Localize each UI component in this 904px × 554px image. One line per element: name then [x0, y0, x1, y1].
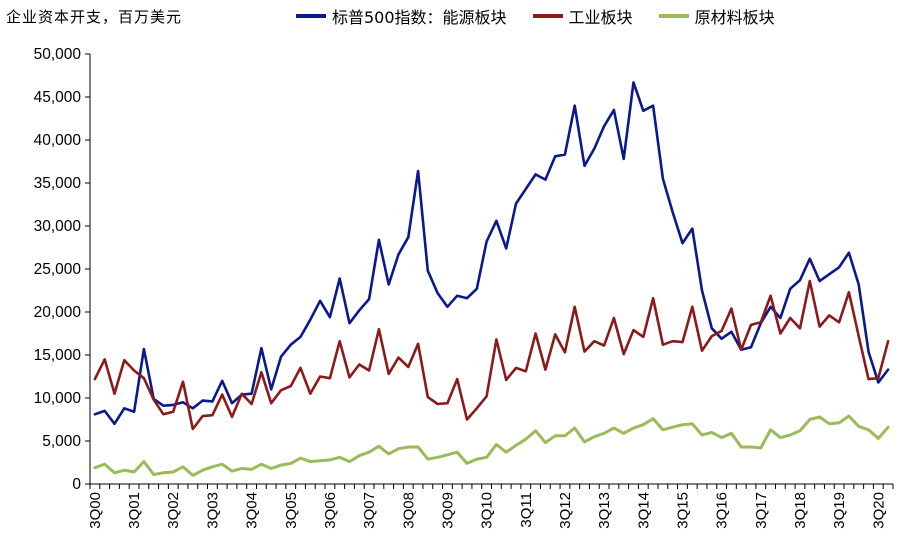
y-tick-label: 0 — [72, 476, 81, 493]
x-tick-label: 3Q17 — [753, 492, 770, 529]
x-tick-label: 3Q14 — [635, 492, 652, 529]
series-line-0 — [93, 81, 890, 426]
y-tick-label: 25,000 — [34, 261, 82, 278]
legend-label-materials: 原材料板块 — [694, 8, 775, 27]
x-tick-label: 3Q19 — [831, 492, 848, 529]
x-tick-label: 3Q15 — [674, 492, 691, 529]
legend-label-industrial: 工业板块 — [568, 8, 633, 27]
legend-swatch-materials — [658, 14, 689, 18]
x-tick-label: 3Q05 — [283, 492, 300, 529]
x-tick-label: 3Q09 — [439, 492, 456, 529]
legend-swatch-energy — [296, 14, 326, 18]
series-line-2 — [93, 414, 890, 477]
x-tick-label: 3Q02 — [165, 492, 182, 529]
legend-item-industrial: 工业板块 — [532, 4, 633, 28]
series-line-1 — [93, 279, 890, 431]
x-tick-label: 3Q20 — [870, 492, 887, 529]
x-tick-label: 3Q13 — [596, 492, 613, 529]
x-tick-label: 3Q04 — [244, 492, 261, 529]
x-tick-label: 3Q06 — [322, 492, 339, 529]
y-tick-label: 30,000 — [34, 218, 82, 235]
x-tick-label: 3Q01 — [126, 492, 143, 529]
y-tick-label: 45,000 — [34, 89, 82, 106]
x-tick-label: 3Q00 — [87, 492, 104, 529]
y-tick-label: 40,000 — [34, 132, 82, 149]
legend-item-energy: 标普500指数：能源板块 — [296, 4, 507, 28]
axes: 0 5,000 10,000 15,000 20,000 25,000 30,000 35,0… — [34, 46, 894, 529]
x-tick-label: 3Q10 — [479, 492, 496, 529]
x-tick-label: 3Q12 — [557, 492, 574, 529]
y-tick-label: 10,000 — [34, 390, 82, 407]
y-axis-title: 企业资本开支，百万美元 — [6, 8, 183, 26]
x-tick-label: 3Q16 — [714, 492, 731, 529]
legend-item-materials: 原材料板块 — [658, 4, 775, 28]
legend-swatch-industrial — [532, 14, 563, 18]
x-tick-label: 3Q11 — [518, 492, 535, 528]
x-tick-label: 3Q07 — [361, 492, 378, 529]
y-tick-label: 5,000 — [42, 433, 81, 450]
series-layer — [93, 81, 890, 477]
x-tick-label: 3Q18 — [792, 492, 809, 529]
x-tick-label: 3Q03 — [204, 492, 221, 529]
x-tick-label: 3Q08 — [400, 492, 417, 529]
y-tick-label: 15,000 — [34, 347, 82, 364]
y-tick-label: 20,000 — [34, 304, 82, 321]
y-tick-label: 35,000 — [34, 175, 82, 192]
legend: 标普500指数：能源板块 工业板块 原材料板块 — [296, 4, 775, 28]
y-tick-label: 50,000 — [34, 46, 82, 63]
legend-label-energy: 标普500指数：能源板块 — [332, 8, 507, 27]
